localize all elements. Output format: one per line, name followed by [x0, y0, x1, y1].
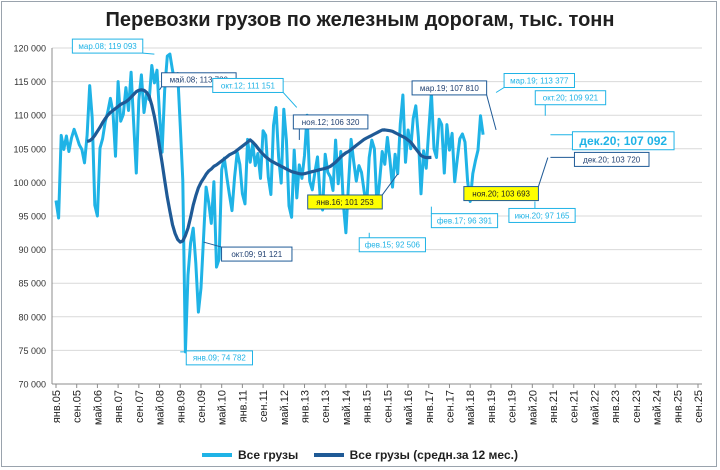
- annotation-box: [411, 80, 488, 96]
- annotation-label: ноя.20; 103 693: [472, 189, 530, 198]
- chart-legend: Все грузы Все грузы (средн.за 12 мес.): [0, 446, 720, 462]
- x-tick-label: май.14: [341, 390, 353, 425]
- series-line-average: [86, 88, 432, 244]
- annotation-box: [463, 186, 539, 202]
- annotation-leader: [282, 92, 298, 108]
- x-tick-label: май.20: [527, 390, 539, 425]
- x-tick-label: сен.17: [444, 390, 456, 423]
- annotation-box: [508, 207, 576, 223]
- annotation-box: [307, 194, 383, 210]
- x-tick-label: май.18: [465, 390, 477, 425]
- x-tick-label: янв.25: [672, 390, 684, 423]
- x-tick-label: сен.21: [569, 390, 581, 423]
- annotation-label: май.08; 113 780: [170, 76, 229, 85]
- annotation-box: [430, 213, 499, 229]
- annotation-box: [292, 114, 369, 130]
- y-tick-label: 75 000: [18, 346, 46, 356]
- legend-swatch-average: [313, 453, 344, 457]
- y-tick-label: 120 000: [13, 44, 46, 54]
- x-tick-label: янв.11: [237, 390, 249, 422]
- x-tick-label: май.22: [589, 390, 601, 425]
- annotation-box: [358, 237, 426, 253]
- x-tick-label: сен.09: [196, 390, 208, 423]
- annotation-leader: [486, 94, 497, 131]
- x-tick-label: янв.21: [548, 390, 560, 423]
- legend-swatch-monthly: [202, 453, 233, 457]
- x-tick-label: сен.19: [507, 390, 519, 423]
- x-tick-label: сен.11: [258, 390, 270, 422]
- annotation-label: мар.08; 119 093: [78, 42, 137, 51]
- x-tick-label: янв.15: [362, 390, 374, 423]
- annotation-label: янв.16; 101 253: [316, 198, 374, 207]
- series-line-monthly: [54, 52, 485, 354]
- annotation-label: июн.20; 97 165: [515, 211, 570, 220]
- annotation-leader: [381, 173, 399, 196]
- x-tick-label: май.06: [92, 390, 104, 425]
- x-tick-label: янв.05: [51, 390, 63, 423]
- annotation-leader: [495, 87, 505, 93]
- annotation-box: [534, 90, 607, 106]
- annotation-label: фев.17; 96 391: [437, 217, 493, 226]
- x-tick-label: сен.13: [320, 390, 332, 423]
- annotation-box: [221, 246, 293, 262]
- annotation-label: фев.15; 92 506: [365, 241, 421, 250]
- annotation-leader: [537, 157, 549, 187]
- x-tick-label: сен.07: [134, 390, 146, 423]
- y-tick-label: 85 000: [18, 279, 46, 289]
- x-tick-label: май.12: [279, 390, 291, 425]
- x-tick-label: янв.09: [175, 390, 187, 423]
- annotation-label: окт.12; 111 151: [221, 81, 276, 90]
- y-tick-label: 110 000: [14, 111, 46, 121]
- annotation-box: [185, 350, 253, 366]
- annotation-label: дек.20; 107 092: [579, 134, 667, 148]
- x-tick-label: сен.15: [382, 390, 394, 423]
- x-tick-label: янв.07: [113, 390, 125, 423]
- y-tick-label: 105 000: [13, 144, 46, 154]
- annotation-label: ноя.12; 106 320: [302, 118, 360, 127]
- x-tick-label: сен.23: [631, 390, 643, 423]
- annotation-label: янв.09; 74 782: [193, 354, 247, 363]
- annotation-label: окт.20; 109 921: [543, 94, 599, 103]
- x-tick-label: янв.19: [486, 390, 498, 423]
- legend-label-average: Все грузы (средн.за 12 мес.): [349, 448, 518, 462]
- x-tick-label: сен.05: [72, 390, 84, 423]
- x-tick-label: май.08: [155, 390, 167, 425]
- x-tick-label: май.10: [217, 390, 229, 425]
- x-tick-label: янв.23: [610, 390, 622, 423]
- y-tick-label: 80 000: [18, 312, 46, 322]
- legend-entry-monthly: Все грузы: [202, 448, 298, 462]
- chart-title: Перевозки грузов по железным дорогам, ты…: [105, 9, 615, 31]
- annotation-leader: [203, 241, 222, 248]
- annotation-leader: [142, 52, 155, 55]
- annotation-label: мар.19; 107 810: [420, 84, 479, 93]
- x-tick-label: май.24: [652, 390, 664, 425]
- y-tick-label: 115 000: [14, 77, 46, 87]
- y-tick-label: 95 000: [18, 212, 46, 222]
- y-tick-label: 90 000: [18, 245, 46, 255]
- annotation-box: [573, 151, 650, 167]
- annotation-box: [503, 73, 575, 89]
- x-tick-label: янв.13: [300, 390, 312, 423]
- annotation-label: мар.19; 113 377: [510, 76, 569, 85]
- y-tick-label: 70 000: [18, 380, 46, 390]
- annotation-label: окт.09; 91 121: [231, 250, 282, 259]
- annotation-label: дек.20; 103 720: [583, 155, 641, 164]
- x-tick-label: май.16: [403, 390, 415, 425]
- legend-label-monthly: Все грузы: [238, 448, 299, 462]
- annotation-box: [571, 131, 675, 151]
- annotation-box: [71, 38, 144, 54]
- legend-entry-average: Все грузы (средн.за 12 мес.): [313, 448, 518, 462]
- y-tick-label: 100 000: [13, 178, 46, 188]
- x-tick-label: сен.25: [693, 390, 705, 423]
- x-tick-label: янв.17: [424, 390, 436, 423]
- annotation-box: [212, 77, 284, 93]
